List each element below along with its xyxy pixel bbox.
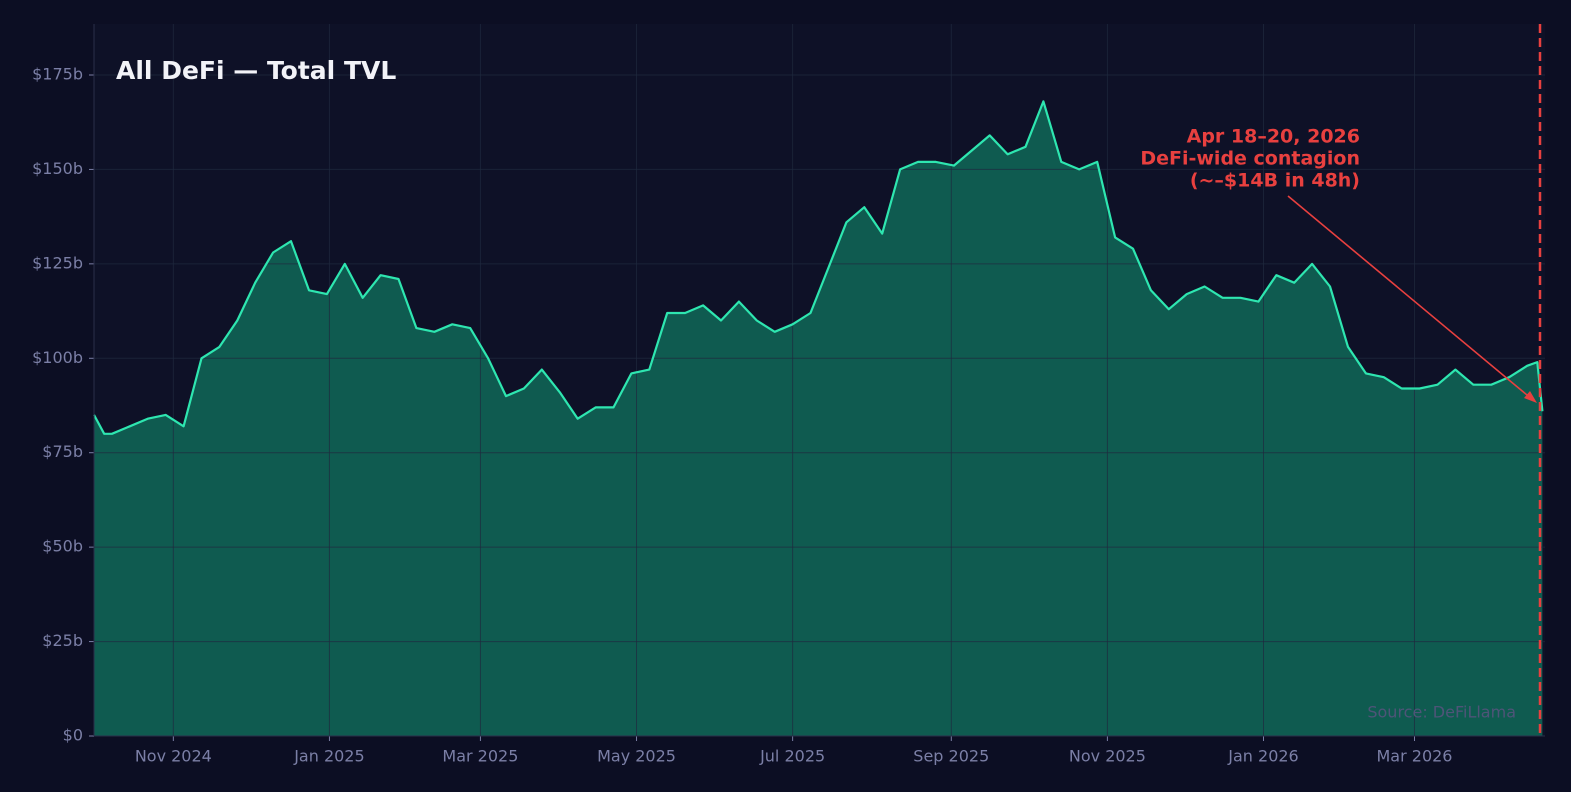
source-note: Source: DeFiLlama: [1367, 703, 1516, 722]
annotation-text: Apr 18–20, 2026: [1187, 126, 1360, 148]
annotation-text: (~–$14B in 48h): [1190, 170, 1360, 192]
annotation-text: DeFi-wide contagion: [1140, 148, 1360, 170]
y-tick-label: $175b: [32, 64, 83, 83]
y-tick-label: $25b: [42, 631, 83, 650]
x-tick-label: Mar 2025: [442, 747, 518, 766]
x-tick-label: Sep 2025: [913, 747, 989, 766]
annotation-arrow: [1287, 195, 1534, 401]
x-tick-label: Mar 2026: [1376, 747, 1452, 766]
y-tick-label: $100b: [32, 348, 83, 367]
y-tick-label: $50b: [42, 537, 83, 556]
line: [93, 100, 1544, 435]
x-tick-label: Nov 2025: [1069, 747, 1146, 766]
x-tick-label: May 2025: [597, 747, 676, 766]
y-tick-label: $125b: [32, 253, 83, 272]
chart-title: All DeFi — Total TVL: [116, 56, 396, 85]
y-tick-label: $150b: [32, 159, 83, 178]
y-tick-label: $0: [63, 726, 83, 745]
y-tick-label: $75b: [42, 442, 83, 461]
x-tick-label: Jul 2025: [759, 747, 825, 766]
x-tick-label: Jan 2026: [1227, 747, 1298, 766]
area: [94, 101, 1543, 736]
x-tick-label: Jan 2025: [293, 747, 364, 766]
annotation-arrowhead: [1524, 391, 1537, 403]
x-tick-label: Nov 2024: [135, 747, 212, 766]
